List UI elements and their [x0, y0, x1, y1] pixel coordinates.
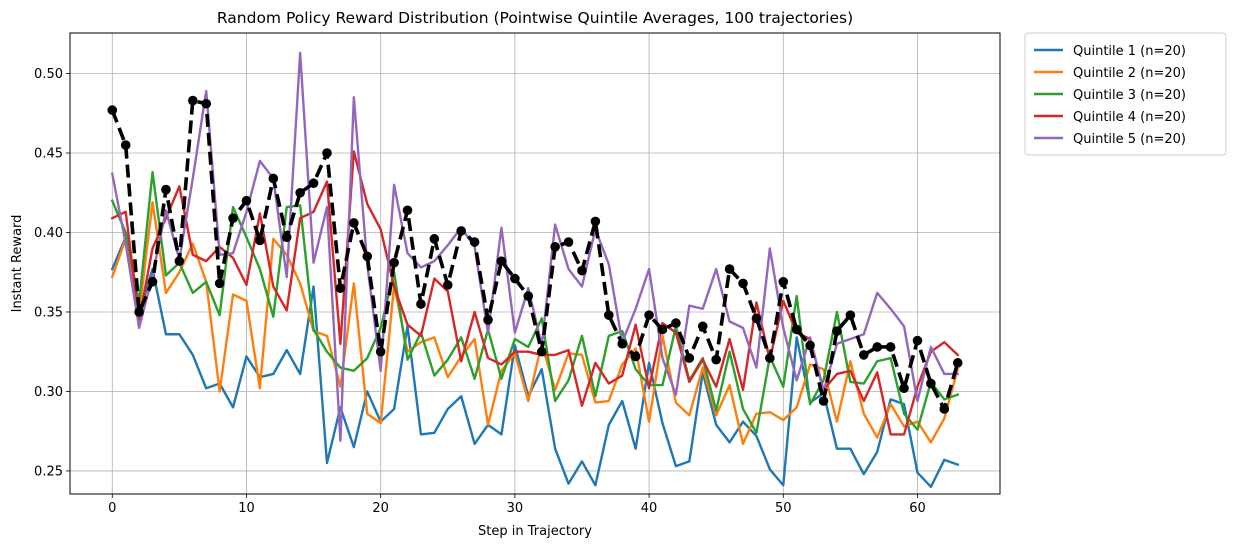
series-6-point	[791, 324, 802, 335]
series-6-point	[442, 280, 453, 290]
series-6-point	[187, 95, 198, 106]
series-6-point	[241, 195, 252, 206]
y-tick-label: 0.35	[34, 305, 63, 320]
series-layer	[107, 51, 963, 489]
series-6-point	[858, 350, 869, 360]
axis-ticks: 0 10 20 30 40 50 60 0.25 0.30 0.35 0.40 0.45 0.50	[34, 67, 926, 516]
series-6-point	[845, 310, 856, 320]
series-6-point	[778, 276, 789, 287]
y-axis-label: Instant Reward	[10, 215, 25, 313]
y-tick-label: 0.30	[34, 385, 63, 400]
series-6-point	[577, 265, 587, 276]
series-6-point	[349, 218, 359, 228]
series-6-point	[899, 383, 909, 394]
series-6-point	[147, 276, 158, 287]
x-tick-label: 50	[775, 501, 792, 516]
series-6-point	[174, 256, 185, 266]
y-tick-label: 0.50	[34, 67, 63, 82]
series-6-point	[630, 351, 641, 362]
series-6-point	[926, 378, 936, 389]
series-6-point	[416, 299, 426, 309]
series-6-point	[389, 257, 399, 268]
series-6-point	[563, 237, 574, 247]
series-6-point	[469, 237, 480, 247]
series-6-point	[268, 173, 279, 184]
series-line-6	[110, 98, 960, 411]
series-6-point	[912, 335, 923, 346]
x-tick-label: 30	[507, 501, 524, 516]
legend-label: Quintile 4 (n=20)	[1073, 110, 1186, 125]
series-6-point	[402, 205, 413, 216]
series-6-point	[255, 235, 265, 246]
series-6-point	[751, 313, 762, 324]
legend-label: Quintile 5 (n=20)	[1073, 132, 1186, 147]
series-6-point	[214, 278, 225, 289]
x-tick-label: 20	[372, 501, 389, 516]
y-tick-label: 0.25	[34, 464, 63, 479]
series-6-point	[107, 105, 118, 115]
series-6-point	[308, 178, 319, 189]
series-6-point	[523, 291, 534, 301]
series-6-point	[939, 404, 950, 414]
legend: Quintile 1 (n=20) Quintile 2 (n=20) Quinti…	[1024, 32, 1227, 156]
x-axis-label: Step in Trajectory	[478, 524, 592, 539]
series-6-point	[120, 140, 131, 150]
series-6-point	[161, 184, 171, 195]
x-tick-label: 40	[641, 501, 658, 516]
plot-frame	[69, 32, 1001, 495]
series-6-point	[335, 283, 346, 293]
series-6-point	[644, 310, 654, 320]
y-tick-label: 0.40	[34, 226, 63, 241]
series-6-point	[590, 216, 601, 227]
series-6-point	[281, 232, 292, 243]
series-6-point	[738, 278, 748, 289]
series-6-point	[765, 353, 775, 363]
series-6-point	[375, 346, 386, 357]
series-6-point	[510, 273, 520, 284]
legend-label: Quintile 2 (n=20)	[1073, 66, 1186, 81]
series-6-point	[134, 307, 144, 317]
series-6-point	[697, 321, 708, 332]
chart-title: Random Policy Reward Distribution (Point…	[217, 9, 853, 27]
x-tick-label: 0	[108, 501, 116, 516]
series-6-point	[671, 318, 681, 328]
legend-label: Quintile 3 (n=20)	[1073, 88, 1186, 103]
series-6-point	[483, 315, 493, 325]
series-6-point	[617, 338, 628, 349]
y-tick-label: 0.45	[34, 147, 63, 162]
series-6-point	[456, 226, 466, 236]
series-6-point	[657, 324, 668, 335]
series-6-point	[885, 342, 896, 352]
series-6-point	[832, 326, 842, 336]
x-tick-label: 10	[238, 501, 255, 516]
legend-frame	[1024, 32, 1227, 156]
series-6-point	[201, 98, 212, 109]
series-6-point	[711, 354, 721, 365]
series-6-point	[724, 264, 735, 274]
series-6-point	[805, 340, 815, 351]
legend-label: Quintile 1 (n=20)	[1073, 44, 1186, 59]
series-6-point	[684, 353, 695, 363]
series-6-point	[429, 234, 440, 244]
series-line-1	[110, 236, 960, 489]
series-6-point	[295, 187, 305, 198]
series-6-point	[872, 342, 883, 352]
series-6-point	[536, 346, 547, 357]
series-6-point	[550, 242, 560, 252]
series-6-point	[952, 358, 963, 368]
series-6-point	[322, 148, 332, 158]
series-6-point	[818, 396, 829, 406]
series-6-point	[604, 310, 614, 320]
x-tick-label: 60	[909, 501, 926, 516]
series-6-point	[496, 256, 507, 266]
series-6-point	[228, 213, 238, 223]
series-6-point	[362, 251, 373, 262]
